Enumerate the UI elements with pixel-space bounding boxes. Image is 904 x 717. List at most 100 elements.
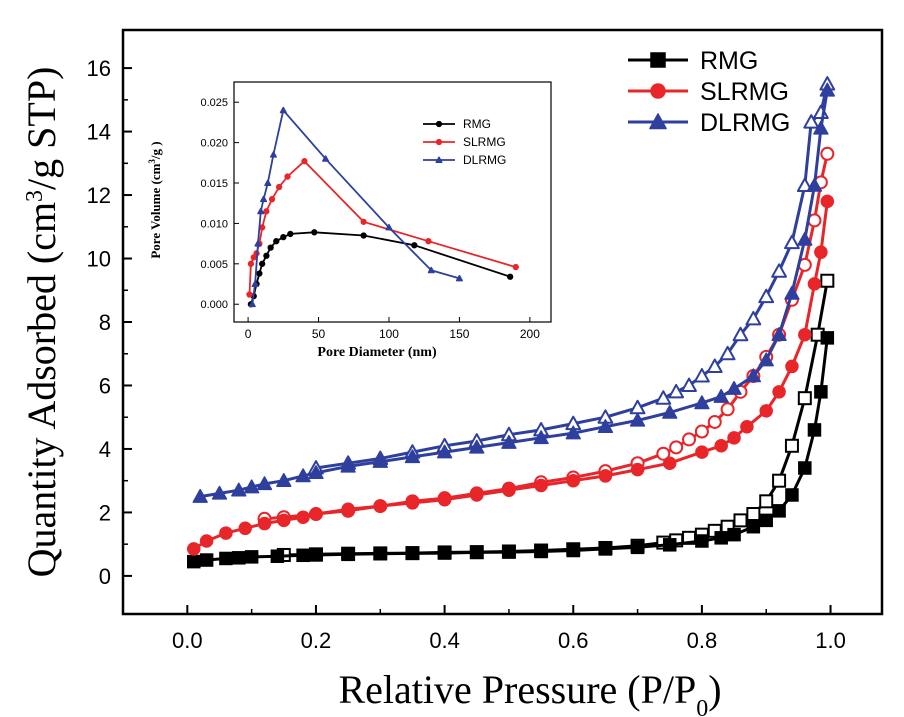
main-x-tick-label: 0.0	[172, 628, 203, 653]
adsorption-point	[296, 548, 310, 563]
series-slrmg	[187, 146, 835, 556]
adsorption-point	[372, 454, 388, 468]
inset-point	[385, 223, 393, 231]
main-y-axis-label-superscript: 3	[22, 190, 48, 202]
adsorption-point	[211, 485, 228, 500]
desorption-point	[784, 234, 800, 250]
desorption-point	[681, 377, 697, 392]
desorption-point	[820, 273, 835, 288]
desorption-point	[682, 432, 697, 447]
adsorption-point	[713, 388, 729, 403]
inset-legend-marker-dlrmg	[435, 156, 443, 163]
inset-point	[360, 218, 367, 225]
adsorption-point	[772, 385, 786, 399]
inset-y-tick-label: 0.010	[200, 218, 228, 230]
adsorption-point	[598, 542, 613, 556]
inset-point	[264, 179, 272, 186]
main-y-tick-label: 0	[99, 564, 111, 589]
adsorption-point	[740, 419, 754, 434]
adsorption-point	[270, 549, 285, 563]
adsorption-point	[598, 469, 613, 483]
inset-point	[251, 280, 259, 287]
adsorption-point	[232, 551, 246, 565]
inset-point	[425, 238, 432, 245]
desorption-point	[733, 513, 748, 528]
adsorption-point	[797, 231, 813, 246]
adsorption-point	[807, 277, 822, 291]
legend-marker-rmg	[650, 52, 666, 68]
adsorption-point	[820, 194, 835, 209]
inset-legend-marker-rmg	[435, 120, 443, 128]
adsorption-point	[437, 546, 452, 560]
adsorption-point	[758, 352, 774, 367]
main-y-tick-label: 8	[99, 310, 111, 335]
adsorption-point	[806, 177, 823, 192]
adsorption-point	[759, 404, 773, 418]
adsorption-point	[662, 456, 677, 470]
adsorption-point	[695, 534, 709, 548]
adsorption-point	[309, 507, 323, 521]
desorption-point	[655, 390, 672, 405]
adsorption-point	[727, 431, 741, 445]
inset-point	[311, 229, 318, 236]
adsorption-point	[807, 423, 822, 437]
inset-legend-label-slrmg: SLRMG	[463, 135, 506, 149]
adsorption-point	[276, 473, 292, 487]
inset-y-tick-label: 0.005	[200, 259, 228, 271]
adsorption-point	[565, 425, 581, 440]
adsorption-point	[187, 542, 201, 556]
inset-point	[275, 183, 283, 191]
adsorption-point	[597, 419, 614, 434]
adsorption-point	[341, 502, 355, 517]
main-y-tick-label: 4	[99, 437, 111, 462]
main-x-tick-label: 0.6	[558, 628, 589, 653]
inset-y-tick-label: 0.020	[200, 138, 228, 150]
main-x-axis-label: Relative Pressure (P/P0)	[338, 667, 721, 717]
adsorption-point	[533, 430, 549, 445]
inset-point	[269, 151, 277, 158]
inset-point	[287, 230, 294, 238]
desorption-point	[693, 368, 710, 383]
adsorption-point	[662, 404, 678, 419]
inset-point	[263, 208, 270, 215]
main-x-tick-label: 1.0	[815, 628, 846, 653]
adsorption-point	[630, 540, 645, 555]
adsorption-point	[534, 544, 548, 559]
inset-series-slrmg	[246, 158, 519, 298]
desorption-point	[759, 494, 774, 509]
adsorption-point	[502, 545, 516, 559]
adsorption-point	[759, 513, 773, 528]
adsorption-point	[814, 385, 828, 399]
main-chart-marks	[187, 76, 836, 569]
adsorption-point	[819, 82, 835, 97]
adsorption-point	[470, 545, 484, 560]
inset-plot-frame	[233, 81, 552, 323]
adsorption-point	[199, 534, 214, 548]
adsorption-point	[405, 496, 420, 510]
main-y-tick-label: 6	[99, 373, 111, 398]
adsorption-point	[798, 461, 812, 475]
inset-point	[254, 240, 262, 247]
inset-point	[411, 242, 418, 249]
adsorption-point	[192, 488, 208, 503]
adsorption-point	[772, 504, 786, 518]
inset-point	[322, 155, 330, 162]
adsorption-point	[771, 327, 787, 341]
desorption-point	[820, 146, 835, 161]
desorption-point	[772, 473, 787, 488]
adsorption-point	[436, 444, 453, 459]
adsorption-point	[746, 519, 761, 534]
inset-point	[259, 224, 266, 231]
main-y-axis-label: Quantity Adsorbed (cm3/g STP)	[19, 67, 64, 578]
desorption-point	[694, 424, 709, 439]
adsorption-point	[534, 478, 548, 493]
adsorption-point	[373, 499, 388, 513]
adsorption-point	[798, 327, 812, 342]
series-dlrmg	[192, 76, 836, 503]
inset-y-axis-label-superscript: 3	[147, 159, 157, 164]
inset-x-tick-label: 0	[245, 327, 252, 341]
main-y-tick-label: 16	[87, 56, 111, 81]
desorption-point	[656, 446, 671, 461]
adsorption-point	[502, 483, 516, 497]
